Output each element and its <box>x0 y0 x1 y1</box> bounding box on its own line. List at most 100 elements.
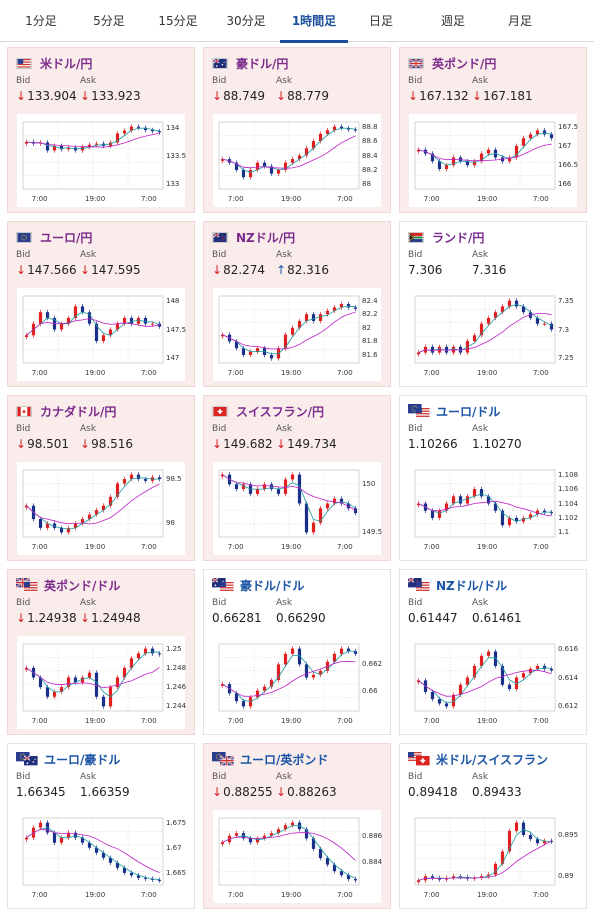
candle <box>87 312 92 324</box>
candle <box>297 155 302 160</box>
tab-5min[interactable]: 5分足 <box>93 14 125 28</box>
rate-card-nzd-jpy[interactable]: NZドル/円 Bid Ask ↓82.274 ↑82.316 82.4 82.2 82 81.8… <box>203 221 391 387</box>
pair-name[interactable]: ユーロ/ドル <box>436 404 501 419</box>
arrow-down-icon: ↓ <box>16 437 27 451</box>
candle <box>486 149 491 154</box>
bid-value: 88.749 <box>223 89 266 103</box>
bid-value: 147.566 <box>27 263 77 277</box>
candle <box>269 166 274 174</box>
rate-card-aud-usd[interactable]: 豪ドル/ドル Bid Ask 0.66281 0.66290 0.662 0.66 7:00 1… <box>203 569 391 735</box>
mini-chart[interactable]: 0.886 0.884 7:00 19:00 7:00 <box>213 810 383 903</box>
candle <box>500 306 505 313</box>
mini-chart[interactable]: 134 133.5 133 7:00 19:00 7:00 <box>17 114 186 207</box>
y-tick-label: 0.886 <box>362 831 383 840</box>
chart-svg <box>22 295 164 364</box>
x-tick-label: 7:00 <box>31 543 48 551</box>
mini-chart[interactable]: 88.8 88.6 88.4 88.2 88 7:00 19:00 7:00 <box>213 114 381 207</box>
candle <box>549 134 554 139</box>
pair-name[interactable]: ユーロ/豪ドル <box>44 752 121 767</box>
x-tick-label: 7:00 <box>423 891 440 899</box>
candle <box>115 133 120 143</box>
candle <box>521 822 526 835</box>
mini-chart[interactable]: 150 149.5 7:00 19:00 7:00 <box>213 462 382 555</box>
bid-label: Bid <box>408 772 423 782</box>
tab-1min[interactable]: 1分足 <box>25 14 57 28</box>
mini-chart[interactable]: 148 147.5 147 7:00 19:00 7:00 <box>17 288 186 381</box>
arrow-up-icon: ↑ <box>276 263 287 277</box>
candle <box>465 677 470 685</box>
tab-weekly[interactable]: 週足 <box>440 14 465 28</box>
tab-daily[interactable]: 日足 <box>368 14 393 28</box>
pair-name[interactable]: ユーロ/英ポンド <box>240 752 329 767</box>
candle <box>318 670 323 675</box>
tab-monthly[interactable]: 月足 <box>507 14 532 28</box>
candle <box>38 677 43 688</box>
rate-card-eur-usd[interactable]: ユーロ/ドル Bid Ask 1.10266 1.10270 1.108 1.106 1.10… <box>399 395 587 561</box>
candle <box>507 830 512 852</box>
bid-label: Bid <box>212 76 227 86</box>
flag-icon <box>408 404 436 418</box>
mini-chart[interactable]: 0.616 0.614 0.612 7:00 19:00 7:00 <box>409 636 578 729</box>
candle <box>129 126 134 131</box>
pair-name[interactable]: 英ポンド/ドル <box>44 578 121 593</box>
rate-card-nzd-usd[interactable]: NZドル/ドル Bid Ask 0.61447 0.61461 0.616 0.614 0.6… <box>399 569 587 735</box>
candle <box>94 510 99 515</box>
candle <box>136 653 141 659</box>
candle <box>304 314 309 322</box>
ma-long-line <box>26 318 160 336</box>
mini-chart[interactable]: 1.25 1.248 1.246 1.244 7:00 19:00 7:00 <box>17 636 187 729</box>
candle <box>136 317 141 324</box>
pair-name[interactable]: 米ドル/円 <box>40 56 93 71</box>
mini-chart[interactable]: 98.5 98 7:00 19:00 7:00 <box>17 462 185 555</box>
tab-1hour[interactable]: 1時間足 <box>280 0 348 43</box>
mini-chart[interactable]: 7.35 7.3 7.25 7:00 19:00 7:00 <box>409 288 577 381</box>
rate-card-usd-jpy[interactable]: 米ドル/円 Bid Ask ↓133.904 ↓133.923 134 133.5 133 7:… <box>7 47 195 213</box>
chart-svg <box>218 121 360 190</box>
mini-chart[interactable]: 167.5 167 166.5 166 7:00 19:00 7:00 <box>409 114 578 207</box>
rate-card-chf-jpy[interactable]: スイスフラン/円 Bid Ask ↓149.682 ↓149.734 150 149.5 7:… <box>203 395 391 561</box>
pair-name[interactable]: カナダドル/円 <box>40 404 117 419</box>
pair-name[interactable]: ランド/円 <box>432 230 485 245</box>
flag-icon <box>212 752 240 766</box>
y-tick-label: 1.248 <box>166 663 187 672</box>
candle <box>346 875 351 880</box>
mini-chart[interactable]: 82.4 82.2 82 81.8 81.6 7:00 19:00 7:00 <box>213 288 381 381</box>
rate-card-usd-chf[interactable]: 米ドル/スイスフラン Bid Ask 0.89418 0.89433 0.895 0.89 7… <box>399 743 587 909</box>
candle <box>304 503 309 533</box>
candle <box>262 835 267 839</box>
rate-card-aud-jpy[interactable]: 豪ドル/円 Bid Ask ↓88.749 ↓88.779 88.8 88.6 88.4 88.… <box>203 47 391 213</box>
x-tick-label: 7:00 <box>227 369 244 377</box>
candle <box>339 304 344 308</box>
x-tick-label: 7:00 <box>227 543 244 551</box>
rate-card-eur-jpy[interactable]: ユーロ/円 Bid Ask ↓147.566 ↓147.595 148 147.5 147 7:… <box>7 221 195 387</box>
ask-value: 82.316 <box>287 263 330 277</box>
rate-card-cad-jpy[interactable]: カナダドル/円 Bid Ask ↓98.501 ↓98.516 98.5 98 7:00 19:… <box>7 395 195 561</box>
rate-card-gbp-jpy[interactable]: 英ポンド/円 Bid Ask ↓167.132 ↓167.181 167.5 167 166.… <box>399 47 587 213</box>
mini-chart[interactable]: 1.108 1.106 1.104 1.102 1.1 7:00 19:00 7:00 <box>409 462 578 555</box>
y-tick-label: 82.4 <box>362 296 378 305</box>
mini-chart[interactable]: 0.895 0.89 7:00 19:00 7:00 <box>409 810 578 903</box>
rate-card-zar-jpy[interactable]: ランド/円 Bid Ask 7.306 7.316 7.35 7.3 7.25 7:00 19:0… <box>399 221 587 387</box>
flag-icon <box>212 405 236 417</box>
pair-name[interactable]: ユーロ/円 <box>40 230 93 245</box>
pair-name[interactable]: 米ドル/スイスフラン <box>436 752 549 767</box>
ma-short-line <box>222 825 356 879</box>
tab-30min[interactable]: 30分足 <box>226 14 266 28</box>
y-tick-label: 88.6 <box>362 137 378 146</box>
tab-15min[interactable]: 15分足 <box>158 14 198 28</box>
rate-card-eur-aud[interactable]: ユーロ/豪ドル Bid Ask 1.66345 1.66359 1.675 1.67 1.66… <box>7 743 195 909</box>
rate-card-eur-gbp[interactable]: ユーロ/英ポンド Bid Ask ↓0.88255 ↓0.88263 0.886 0.884… <box>203 743 391 909</box>
candle <box>346 648 351 652</box>
mini-chart[interactable]: 0.662 0.66 7:00 19:00 7:00 <box>213 636 382 729</box>
pair-name[interactable]: 英ポンド/円 <box>432 56 497 71</box>
pair-name[interactable]: スイスフラン/円 <box>236 404 325 419</box>
pair-name[interactable]: NZドル/ドル <box>436 578 508 593</box>
pair-name[interactable]: 豪ドル/円 <box>236 56 289 71</box>
y-tick-label: 166 <box>558 180 572 189</box>
mini-chart[interactable]: 1.675 1.67 1.665 7:00 19:00 7:00 <box>17 810 186 903</box>
pair-name[interactable]: NZドル/円 <box>236 230 296 245</box>
pair-name[interactable]: 豪ドル/ドル <box>240 578 305 593</box>
rate-card-gbp-usd[interactable]: 英ポンド/ドル Bid Ask ↓1.24938 ↓1.24948 1.25 1.248 1.… <box>7 569 195 735</box>
x-tick-label: 7:00 <box>533 369 549 377</box>
candle <box>220 334 225 337</box>
